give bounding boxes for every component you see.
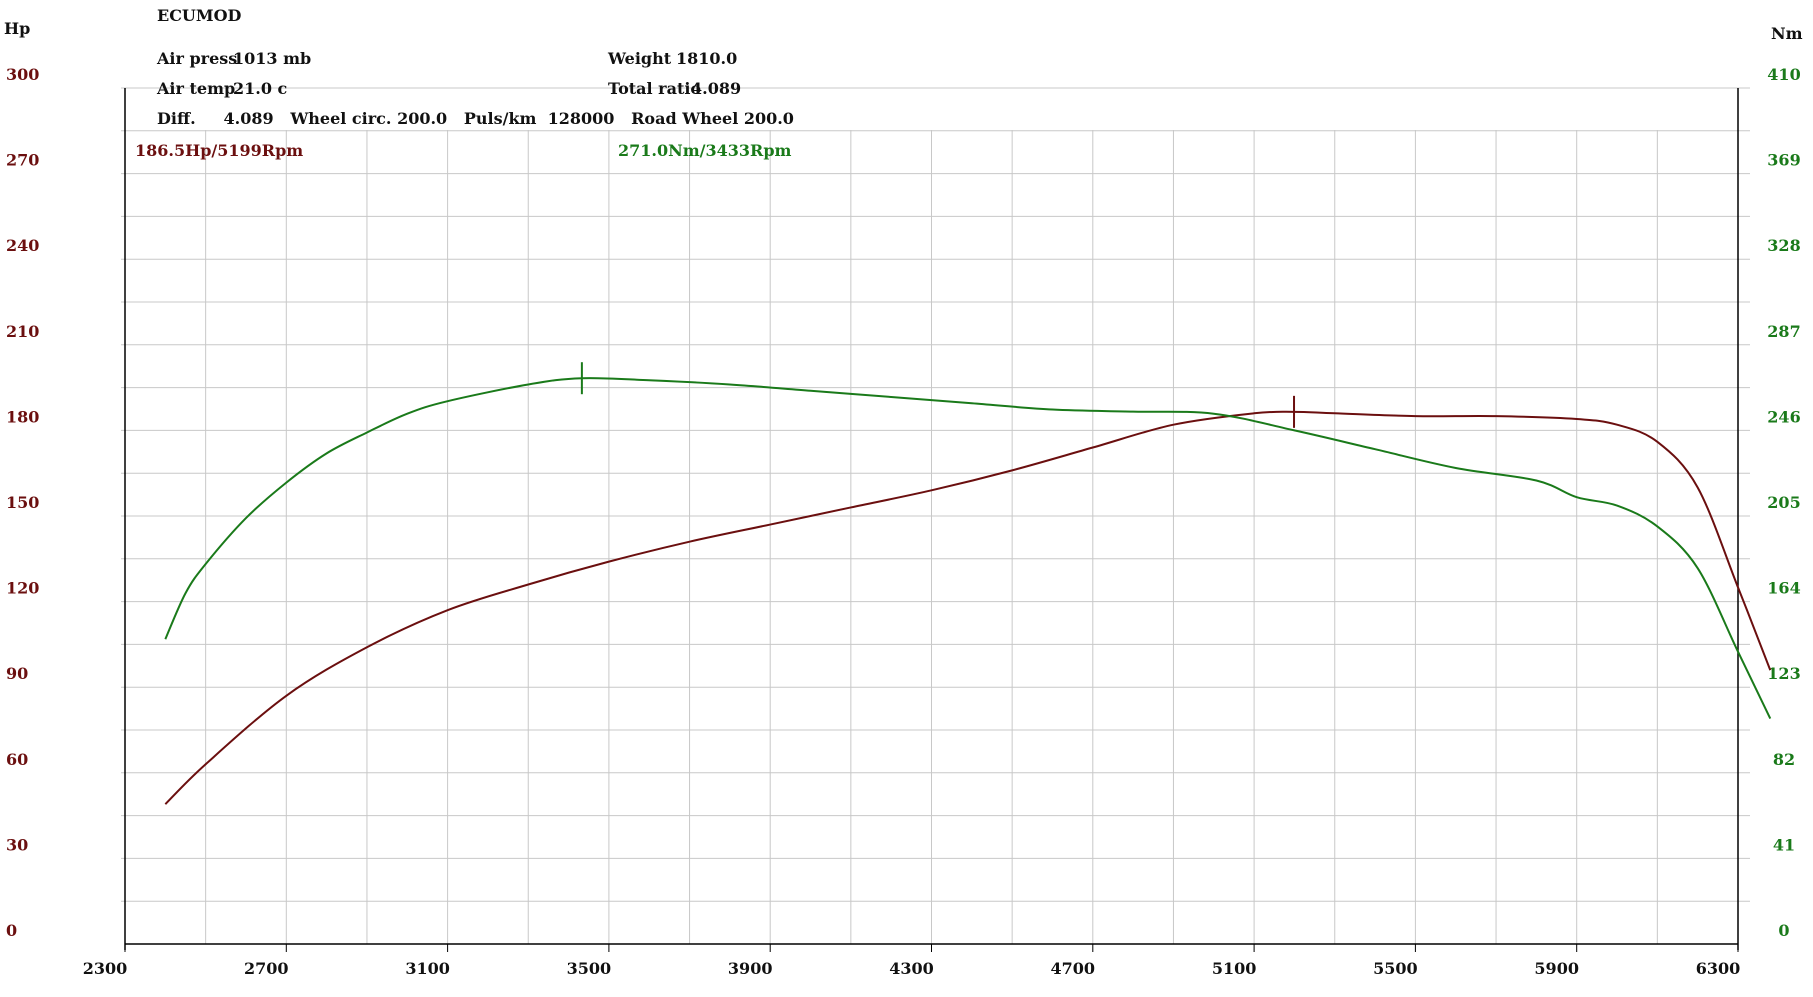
- left-tick-label: 150: [6, 493, 39, 512]
- total-ratio-label: Total ratio: [608, 79, 702, 98]
- right-tick-label: 41: [1773, 835, 1795, 854]
- x-tick-label: 3500: [567, 959, 612, 978]
- air-press-label: Air press: [157, 49, 238, 68]
- right-tick-label: 287: [1767, 322, 1800, 341]
- grid-lines: [121, 87, 1750, 944]
- torque-peak-label: 271.0Nm/3433Rpm: [618, 141, 792, 160]
- weight-value: 1810.0: [676, 49, 738, 68]
- air-temp-label: Air temp: [157, 79, 236, 98]
- series-lines: [164, 377, 1772, 805]
- right-axis-unit: Nm: [1771, 24, 1803, 43]
- left-tick-label: 270: [6, 151, 39, 170]
- right-tick-label: 82: [1773, 750, 1795, 769]
- air-temp-value: 21.0 c: [233, 79, 288, 98]
- x-tick-label: 3100: [405, 959, 450, 978]
- torque-curve: [164, 377, 1772, 719]
- right-tick-label: 205: [1767, 493, 1800, 512]
- right-tick-label: 410: [1767, 65, 1800, 84]
- x-tick-label: 5500: [1373, 959, 1418, 978]
- left-tick-label: 60: [6, 750, 28, 769]
- left-tick-label: 180: [6, 407, 39, 426]
- power-curve: [164, 410, 1772, 805]
- right-tick-label: 246: [1767, 407, 1800, 426]
- air-press-value: 1013 mb: [233, 49, 312, 68]
- left-tick-label: 120: [6, 579, 39, 598]
- x-tick-label: 4300: [889, 959, 934, 978]
- left-tick-label: 240: [6, 236, 39, 255]
- left-tick-label: 210: [6, 322, 39, 341]
- x-tick-label: 2300: [83, 959, 128, 978]
- drivetrain-info: Diff. 4.089 Wheel circ. 200.0 Puls/km 12…: [157, 109, 794, 128]
- left-tick-label: 0: [6, 921, 17, 940]
- right-tick-label: 164: [1767, 579, 1800, 598]
- peak-markers: [580, 362, 1296, 428]
- tick-labels: 2300 2700 3100 3500 3900 4300 4700 5100 5500 5900…: [6, 65, 1801, 978]
- right-tick-label: 0: [1778, 921, 1789, 940]
- power-peak-label: 186.5Hp/5199Rpm: [135, 141, 304, 160]
- total-ratio-value: 4.089: [691, 79, 742, 98]
- x-tick-label: 4700: [1051, 959, 1096, 978]
- x-tick-label: 6300: [1696, 959, 1741, 978]
- weight-label: Weight: [608, 49, 672, 68]
- x-tick-label: 5100: [1212, 959, 1257, 978]
- right-tick-label: 123: [1767, 664, 1800, 683]
- left-tick-label: 300: [6, 65, 39, 84]
- x-tick-label: 5900: [1534, 959, 1579, 978]
- left-axis-unit: Hp: [4, 19, 31, 38]
- x-tick-label: 3900: [728, 959, 773, 978]
- right-tick-label: 328: [1767, 236, 1800, 255]
- left-tick-label: 90: [6, 664, 28, 683]
- right-tick-label: 369: [1767, 151, 1800, 170]
- x-tick-label: 2700: [244, 959, 289, 978]
- left-tick-label: 30: [6, 835, 28, 854]
- report-title: ECUMOD: [157, 6, 242, 25]
